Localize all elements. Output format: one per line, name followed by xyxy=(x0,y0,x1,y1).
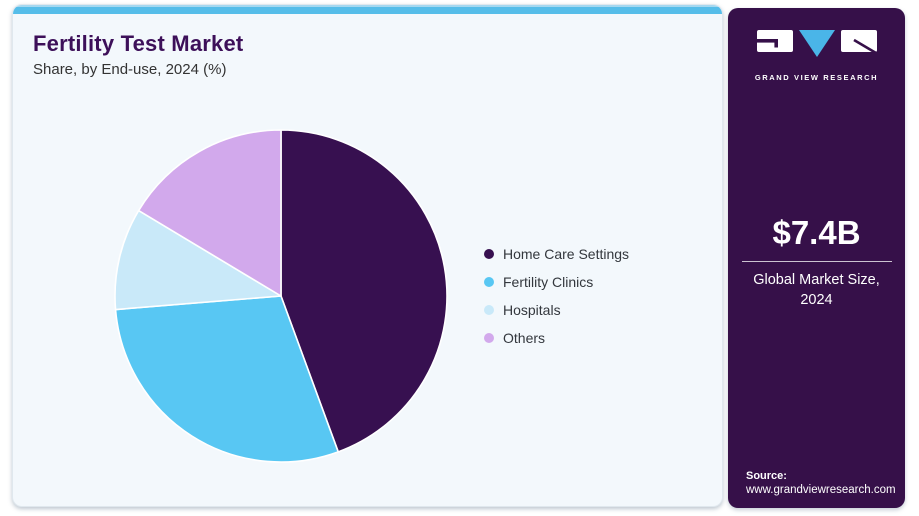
market-size-value: $7.4B xyxy=(772,214,861,251)
gvr-logo-icon xyxy=(756,30,877,57)
logo-g-glyph xyxy=(756,30,793,52)
chart-card: Fertility Test Market Share, by End-use,… xyxy=(12,4,723,507)
pie-legend: Home Care Settings Fertility Clinics Hospi… xyxy=(484,245,629,347)
source-label: Source: xyxy=(746,470,787,482)
pie-slice-fertility-clinics xyxy=(114,295,340,463)
legend-label: Fertility Clinics xyxy=(503,274,594,290)
pie-slice-others xyxy=(137,129,282,297)
chart-subtitle: Share, by End-use, 2024 (%) xyxy=(33,61,227,78)
legend-label: Home Care Settings xyxy=(503,246,630,262)
legend-label: Others xyxy=(503,330,546,346)
legend-item-fertility-clinics: Fertility Clinics xyxy=(484,273,629,291)
brand-name: GRAND VIEW RESEARCH xyxy=(754,73,879,82)
pie-slice-home-care-settings xyxy=(280,129,448,453)
pie-chart-area xyxy=(111,126,451,466)
gvr-logo: GRAND VIEW RESEARCH xyxy=(728,30,905,82)
legend-label: Hospitals xyxy=(503,302,561,318)
chart-title: Fertility Test Market xyxy=(33,31,244,56)
market-size-divider xyxy=(741,261,892,262)
logo-v-glyph xyxy=(798,30,835,57)
source-block: Source: www.grandviewresearch.com xyxy=(746,470,896,496)
legend-swatch xyxy=(484,249,494,259)
pie-chart xyxy=(114,129,448,463)
legend-swatch xyxy=(484,305,494,315)
legend-swatch xyxy=(484,277,494,287)
brand-sidebar: GRAND VIEW RESEARCH $7.4B Global Market … xyxy=(728,8,905,508)
legend-item-hospitals: Hospitals xyxy=(484,301,629,319)
source-url: www.grandviewresearch.com xyxy=(746,484,896,496)
pie-slice-hospitals xyxy=(114,209,282,311)
logo-r-glyph xyxy=(840,30,877,55)
legend-item-others: Others xyxy=(484,329,629,347)
legend-swatch xyxy=(484,333,494,343)
legend-item-home-care-settings: Home Care Settings xyxy=(484,245,629,263)
card-top-accent-bar xyxy=(13,5,722,14)
market-size-block: $7.4B Global Market Size, 2024 xyxy=(728,214,905,311)
market-size-label: Global Market Size, 2024 xyxy=(753,272,880,309)
